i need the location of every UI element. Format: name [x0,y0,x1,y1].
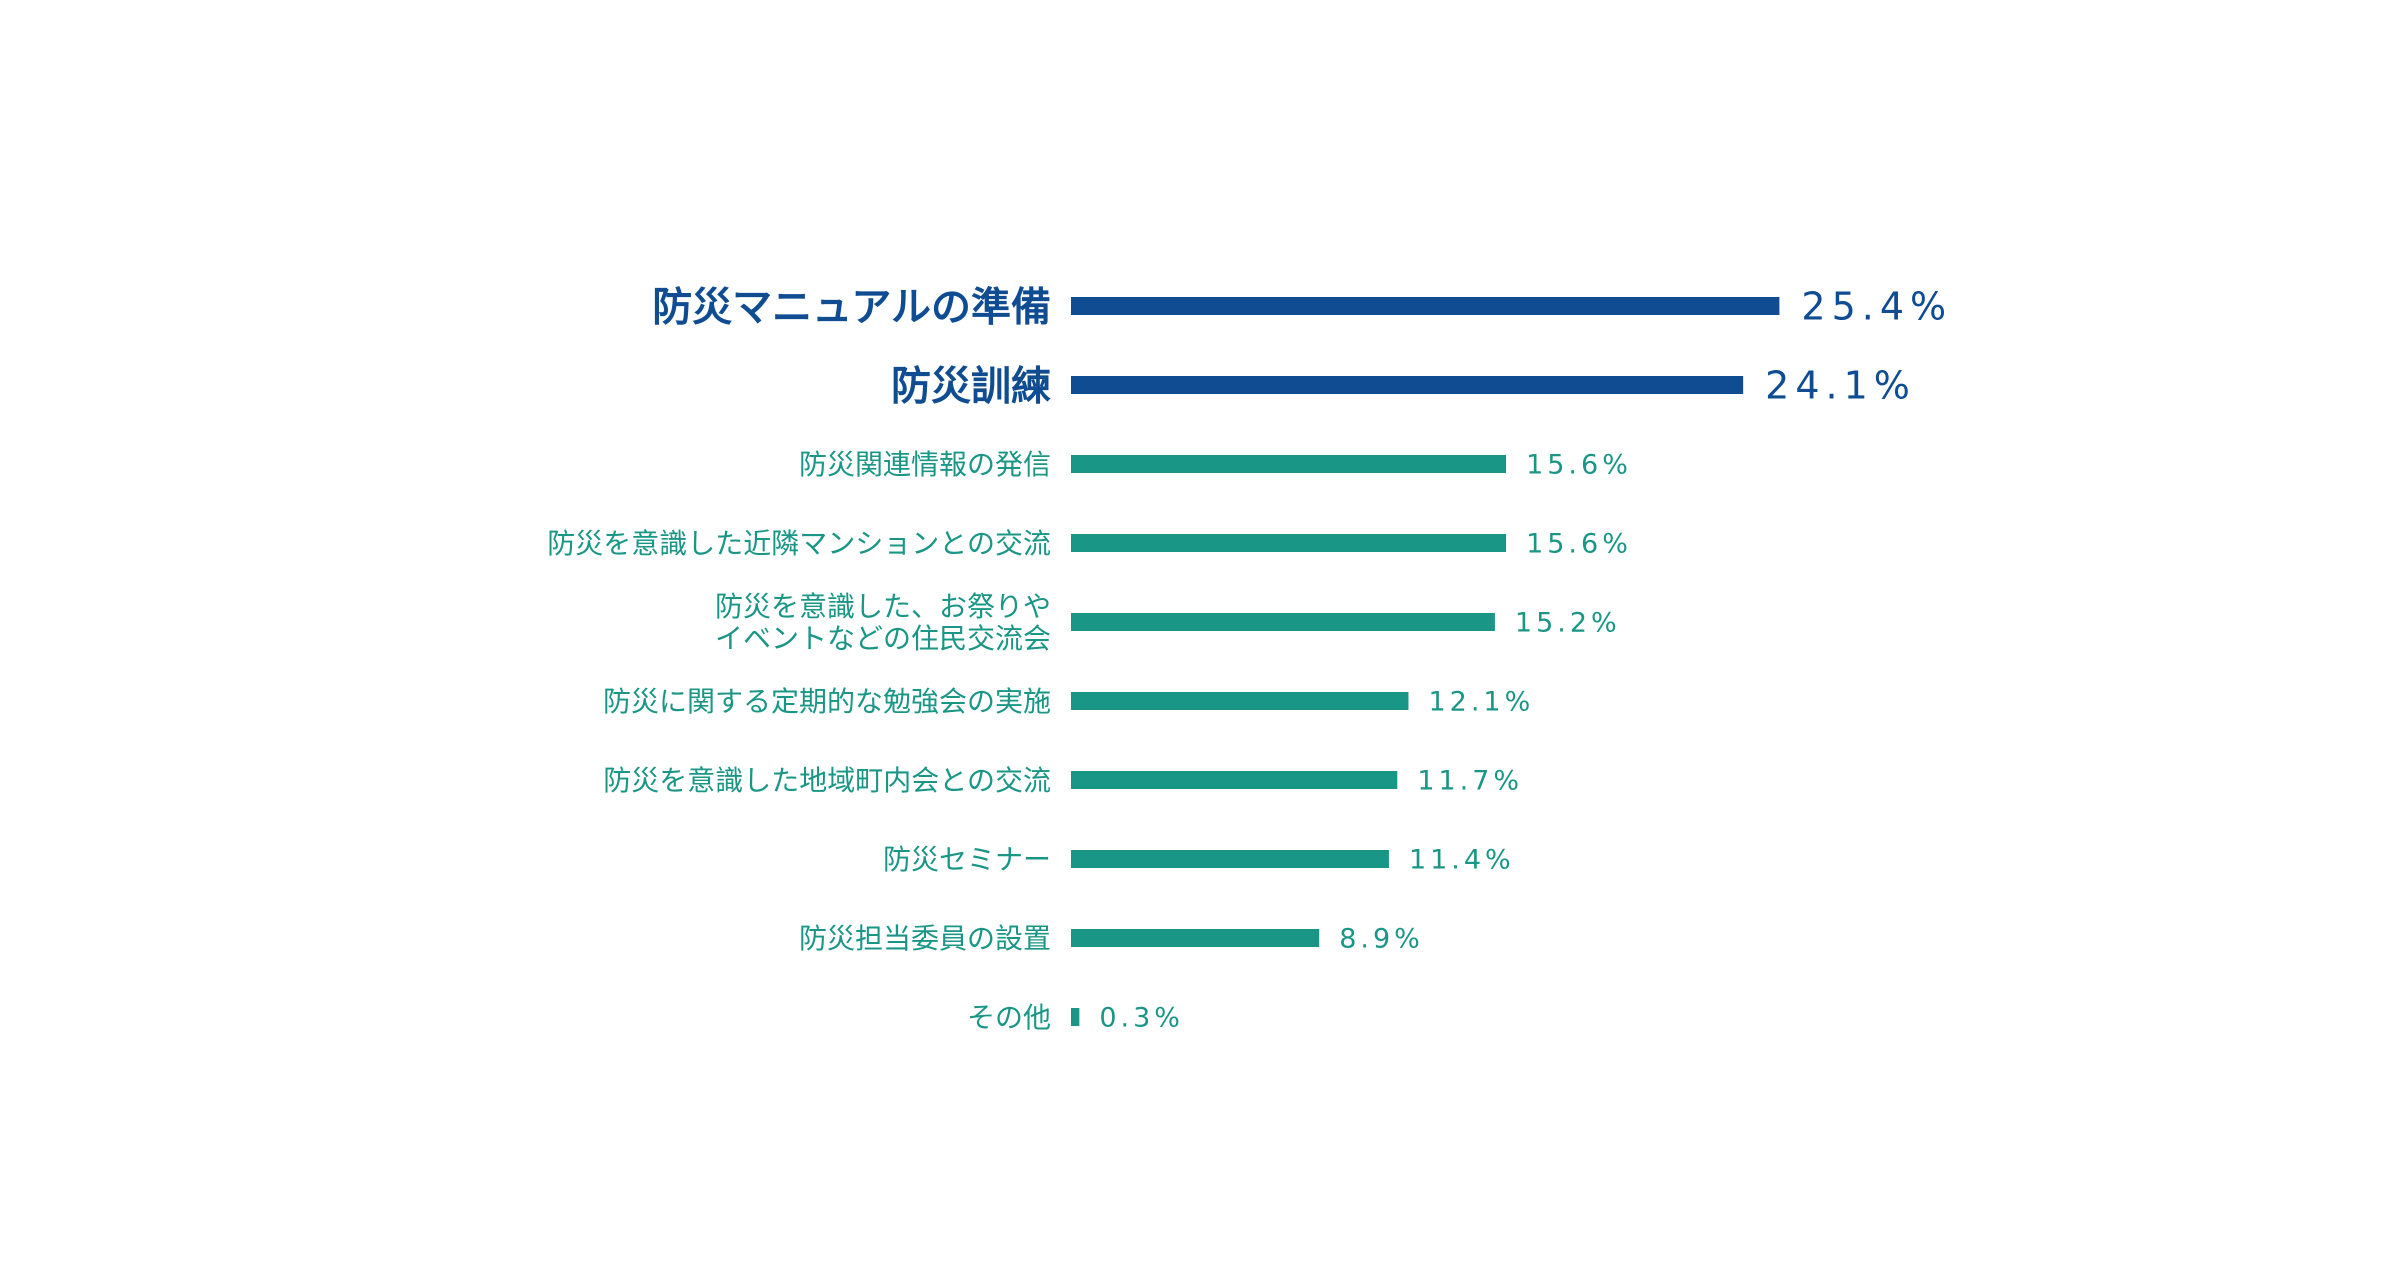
bar-4 [1071,613,1495,631]
category-label-6: 防災を意識した地域町内会との交流 [603,764,1051,797]
value-label-4: 15.2% [1515,608,1621,639]
value-label-0: 25.4% [1801,285,1952,329]
value-label-8: 8.9% [1339,924,1424,955]
value-label-7: 11.4% [1409,845,1515,876]
value-label-5: 12.1% [1428,687,1534,718]
value-label-3: 15.6% [1526,529,1632,560]
category-label-4: 防災を意識した、お祭りやイベントなどの住民交流会 [715,590,1051,655]
value-label-2: 15.6% [1526,450,1632,481]
value-label-1: 24.1% [1765,364,1916,408]
value-label-6: 11.7% [1417,766,1523,797]
bar-6 [1071,771,1398,789]
category-label-2: 防災関連情報の発信 [799,448,1051,481]
bar-0 [1071,297,1780,315]
bar-7 [1071,850,1389,868]
category-label-0: 防災マニュアルの準備 [652,284,1051,330]
category-label-7: 防災セミナー [883,843,1051,876]
value-label-9: 0.3% [1099,1003,1184,1034]
category-label-5: 防災に関する定期的な勉強会の実施 [603,685,1051,718]
category-label-9: その他 [967,1001,1051,1034]
category-label-8: 防災担当委員の設置 [799,922,1051,955]
category-label-3: 防災を意識した近隣マンションとの交流 [547,527,1051,560]
bar-3 [1071,534,1507,552]
bar-5 [1071,692,1409,710]
category-label-1: 防災訓練 [891,363,1051,409]
bar-9 [1071,1008,1080,1026]
bar-2 [1071,455,1507,473]
bar-8 [1071,929,1320,947]
bar-1 [1071,376,1744,394]
